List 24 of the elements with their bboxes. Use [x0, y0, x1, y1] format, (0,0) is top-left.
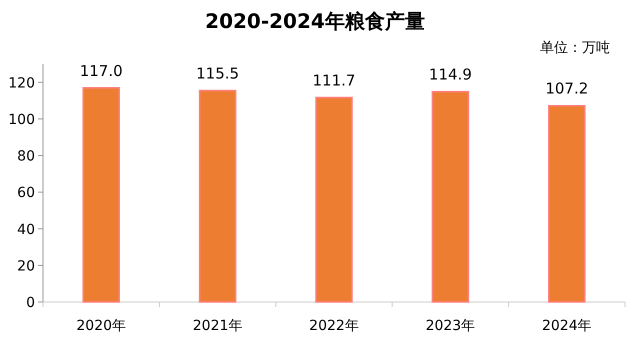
x-tick-label: 2024年 [542, 318, 592, 334]
data-label: 114.9 [428, 66, 472, 84]
y-tick-label: 40 [17, 222, 35, 238]
y-tick-label: 80 [17, 148, 35, 165]
chart-title: 2020-2024年粮食产量 [205, 9, 425, 33]
data-label: 111.7 [312, 72, 356, 90]
x-tick-label: 2023年 [426, 318, 476, 334]
y-tick-label: 120 [8, 75, 35, 92]
x-tick-label: 2020年 [76, 318, 126, 334]
y-tick-label: 60 [17, 185, 35, 202]
bar [315, 96, 353, 303]
x-tick-label: 2021年 [192, 318, 242, 334]
bar [432, 90, 470, 303]
data-label: 107.2 [545, 80, 588, 98]
y-axis-title: 单位：万吨 [540, 40, 610, 56]
bar [82, 87, 120, 303]
x-tick-label: 2022年 [309, 318, 359, 334]
y-tick-label: 0 [26, 295, 35, 311]
y-tick-label: 100 [8, 112, 35, 128]
bar [548, 104, 586, 303]
bar [198, 90, 236, 303]
y-tick-label: 20 [17, 258, 35, 274]
data-label: 117.0 [80, 62, 123, 80]
data-label: 115.5 [196, 64, 240, 83]
